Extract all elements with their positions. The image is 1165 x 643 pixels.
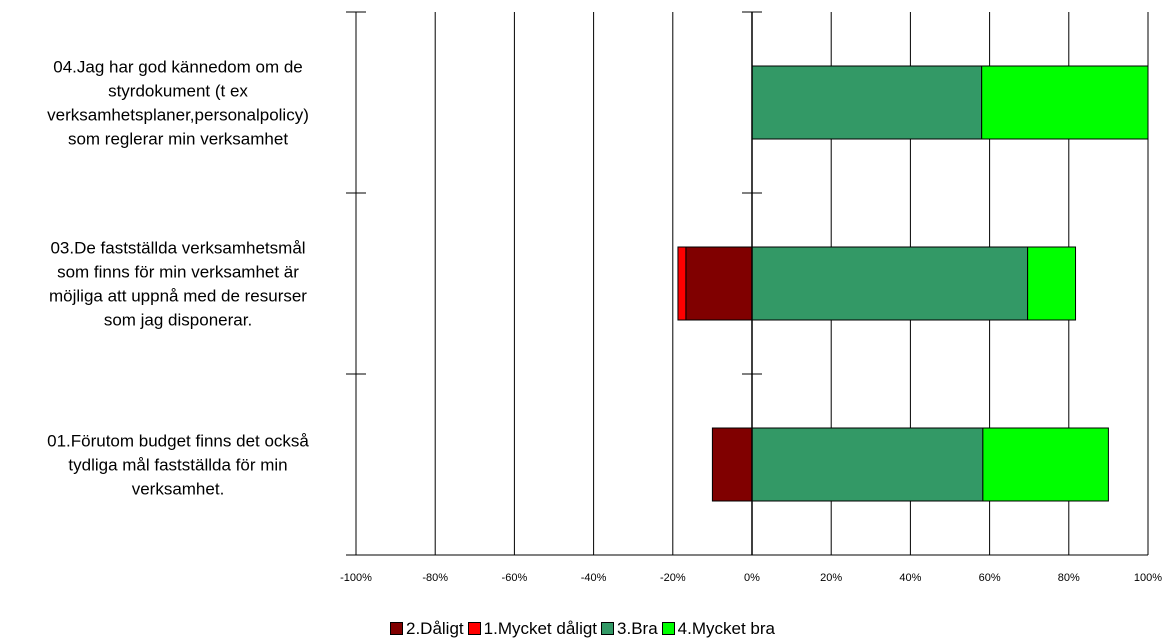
legend-swatch <box>661 622 675 635</box>
legend-label: 4.Mycket bra <box>677 619 775 638</box>
x-tick-label: 100% <box>1134 572 1162 584</box>
bar-segment <box>981 65 1149 140</box>
x-tick-label: -60% <box>502 572 528 584</box>
x-tick-label: -80% <box>422 572 448 584</box>
legend-label: 2.Dåligt <box>406 619 464 638</box>
legend-item: 4.Mycket bra <box>661 619 775 639</box>
category-label: 04.Jag har god kännedom om de styrdokumen… <box>47 58 309 149</box>
legend-swatch <box>467 622 481 635</box>
legend-label: 3.Bra <box>617 619 658 638</box>
axes <box>346 11 1148 556</box>
x-tick-labels: -100% -80% -60% -40% -20% 0% 20% 40% 60% 80% 100% <box>340 572 1162 584</box>
legend-swatch <box>601 622 615 635</box>
x-tick-label: 60% <box>979 572 1001 584</box>
legend-item: 1.Mycket dåligt <box>467 619 598 639</box>
x-tick-label: 80% <box>1058 572 1080 584</box>
bars <box>677 65 1149 502</box>
bar-segment <box>751 65 983 140</box>
x-tick-label: -20% <box>660 572 686 584</box>
bar-segment <box>685 246 753 321</box>
category-label: 01.Förutom budget finns det också tydliga… <box>47 432 309 499</box>
bar-segment <box>1027 246 1077 321</box>
legend-item: 2.Dåligt <box>390 619 464 639</box>
x-tick-label: -100% <box>340 572 372 584</box>
x-tick-label: 0% <box>744 572 760 584</box>
legend-label: 1.Mycket dåligt <box>483 619 598 638</box>
x-tick-label: 20% <box>820 572 842 584</box>
bar-segment <box>751 246 1029 321</box>
bar-segment <box>751 427 984 502</box>
bar-segment <box>711 427 753 502</box>
category-labels: 04.Jag har god kännedom om de styrdokumen… <box>47 58 309 499</box>
bar-segment <box>982 427 1109 502</box>
x-tick-label: -40% <box>581 572 607 584</box>
legend-item: 3.Bra <box>601 619 658 639</box>
bar-segment <box>677 246 687 321</box>
x-tick-label: 40% <box>899 572 921 584</box>
legend: 2.Dåligt 1.Mycket dåligt 3.Bra 4.Mycket bra <box>0 619 1165 639</box>
category-label: 03.De fastställda verksamhetsmål som finn… <box>49 239 307 330</box>
legend-swatch <box>390 622 403 635</box>
